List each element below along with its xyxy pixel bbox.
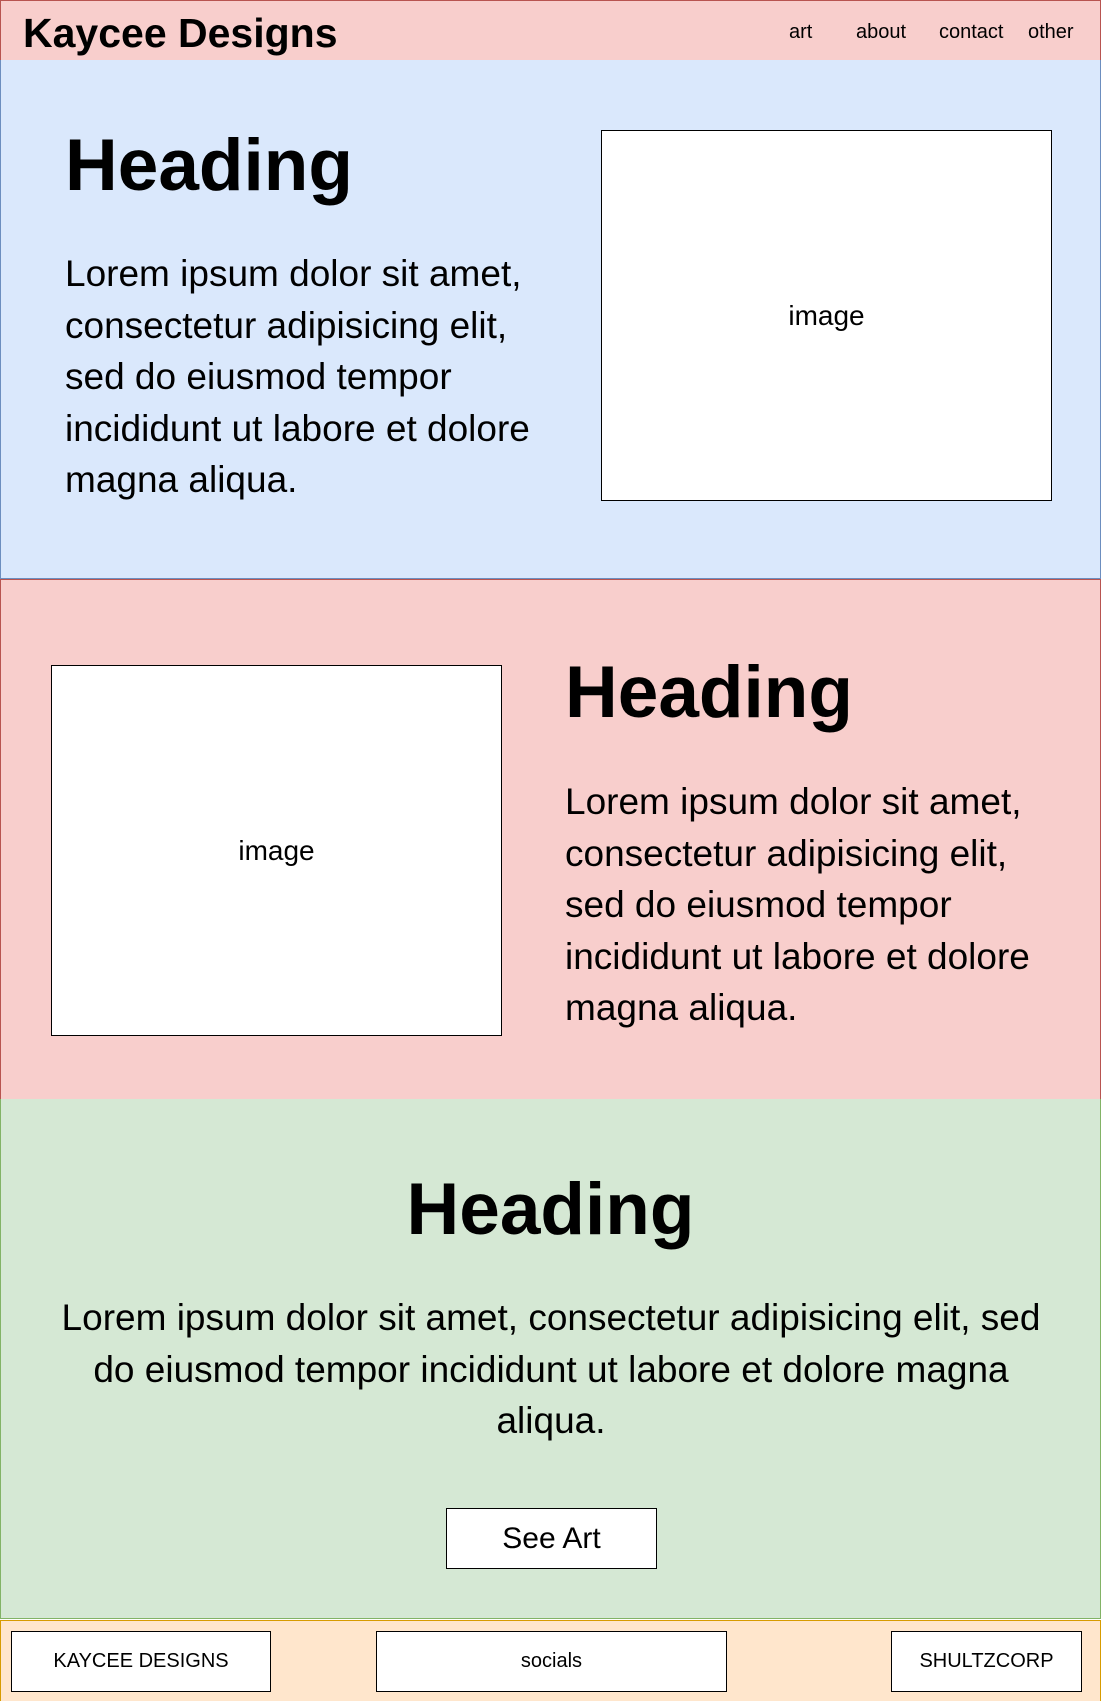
see-art-button[interactable]: See Art [446, 1508, 657, 1569]
section-body-text: Lorem ipsum dolor sit amet, consectetur … [61, 1297, 1041, 1441]
nav-link-contact[interactable]: contact [939, 21, 1004, 43]
main-nav: art about contact other [1, 1, 1100, 60]
image-placeholder-label: image [788, 299, 865, 331]
footer-company: SHULTZCORP [891, 1631, 1082, 1692]
section-heading: Heading [65, 125, 353, 206]
image-placeholder: image [51, 665, 502, 1036]
nav-link-art[interactable]: art [789, 21, 813, 43]
nav-link-other[interactable]: other [1028, 21, 1074, 43]
site-logo-text[interactable]: Kaycee Designs [23, 10, 338, 56]
site-footer: KAYCEE DESIGNS socials SHULTZCORP [0, 1620, 1101, 1701]
site-header: Kaycee Designs art about contact other [0, 0, 1101, 61]
footer-socials-link[interactable]: socials [376, 1631, 727, 1692]
nav-link-about[interactable]: about [856, 21, 907, 43]
feature-section-2: image Heading Lorem ipsum dolor sit amet… [0, 579, 1101, 1100]
section-body-text: Lorem ipsum dolor sit amet, consectetur … [65, 253, 530, 500]
section-body-text: Lorem ipsum dolor sit amet, consectetur … [565, 781, 1030, 1028]
cta-section: Heading Lorem ipsum dolor sit amet, cons… [0, 1099, 1101, 1619]
feature-section-1: Heading Lorem ipsum dolor sit amet, cons… [0, 60, 1101, 579]
footer-brand: KAYCEE DESIGNS [11, 1631, 271, 1692]
image-placeholder: image [601, 130, 1052, 501]
section-heading: Heading [565, 652, 853, 733]
image-placeholder-label: image [238, 834, 315, 866]
section-heading: Heading [406, 1169, 695, 1250]
